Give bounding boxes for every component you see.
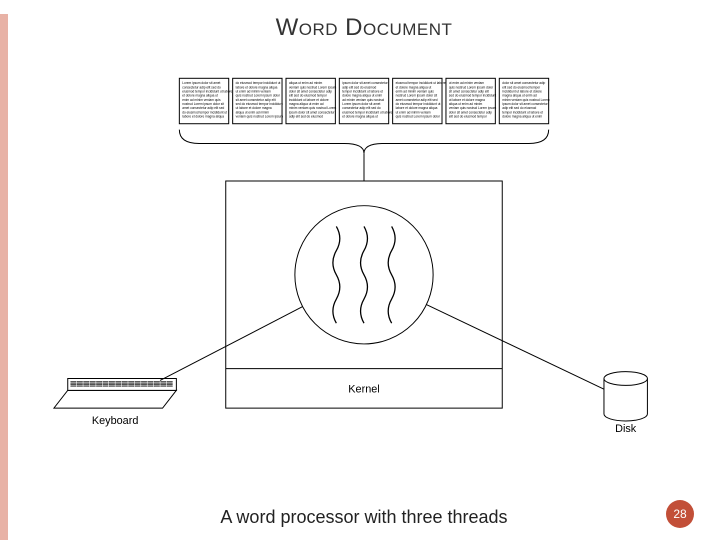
brace-icon — [179, 130, 548, 154]
doc-column-text: ipsum dolor sit amet consecteturadip eli… — [342, 81, 392, 118]
disk-to-circle-line — [426, 305, 604, 390]
document-columns: Lorem ipsum dolor sit ametconsectetur ad… — [179, 78, 550, 123]
keyboard-label: Keyboard — [92, 415, 139, 427]
thread-icon — [388, 226, 395, 323]
doc-column-text: eiusmod tempor incididunt ut laboreet do… — [396, 81, 446, 118]
page-number-badge: 28 — [666, 500, 694, 528]
doc-column-text: dolor sit amet consectetur adipelit sed … — [502, 81, 550, 118]
diagram: Lorem ipsum dolor sit ametconsectetur ad… — [48, 70, 680, 450]
disk-icon — [604, 372, 647, 421]
doc-column-text: Lorem ipsum dolor sit ametconsectetur ad… — [182, 81, 232, 118]
process-box — [226, 181, 503, 408]
diagram-svg: Lorem ipsum dolor sit ametconsectetur ad… — [48, 70, 680, 450]
keyboard-icon — [54, 379, 176, 409]
caption: A word processor with three threads — [8, 507, 720, 528]
doc-column-text: ut enim ad minim veniamquis nostrud Lore… — [449, 81, 497, 118]
kernel-label: Kernel — [348, 383, 379, 395]
keyboard-to-circle-line — [160, 307, 303, 381]
page-number: 28 — [673, 507, 686, 521]
thread-icon — [333, 226, 340, 323]
page-title: Word Document — [8, 14, 720, 42]
disk-label: Disk — [615, 423, 637, 435]
doc-column-text: aliqua ut enim ad minimveniam quis nostr… — [289, 81, 337, 118]
threads — [333, 226, 395, 323]
thread-icon — [361, 226, 368, 323]
doc-column-text: do eiusmod tempor incididunt utlabore et… — [236, 81, 284, 118]
